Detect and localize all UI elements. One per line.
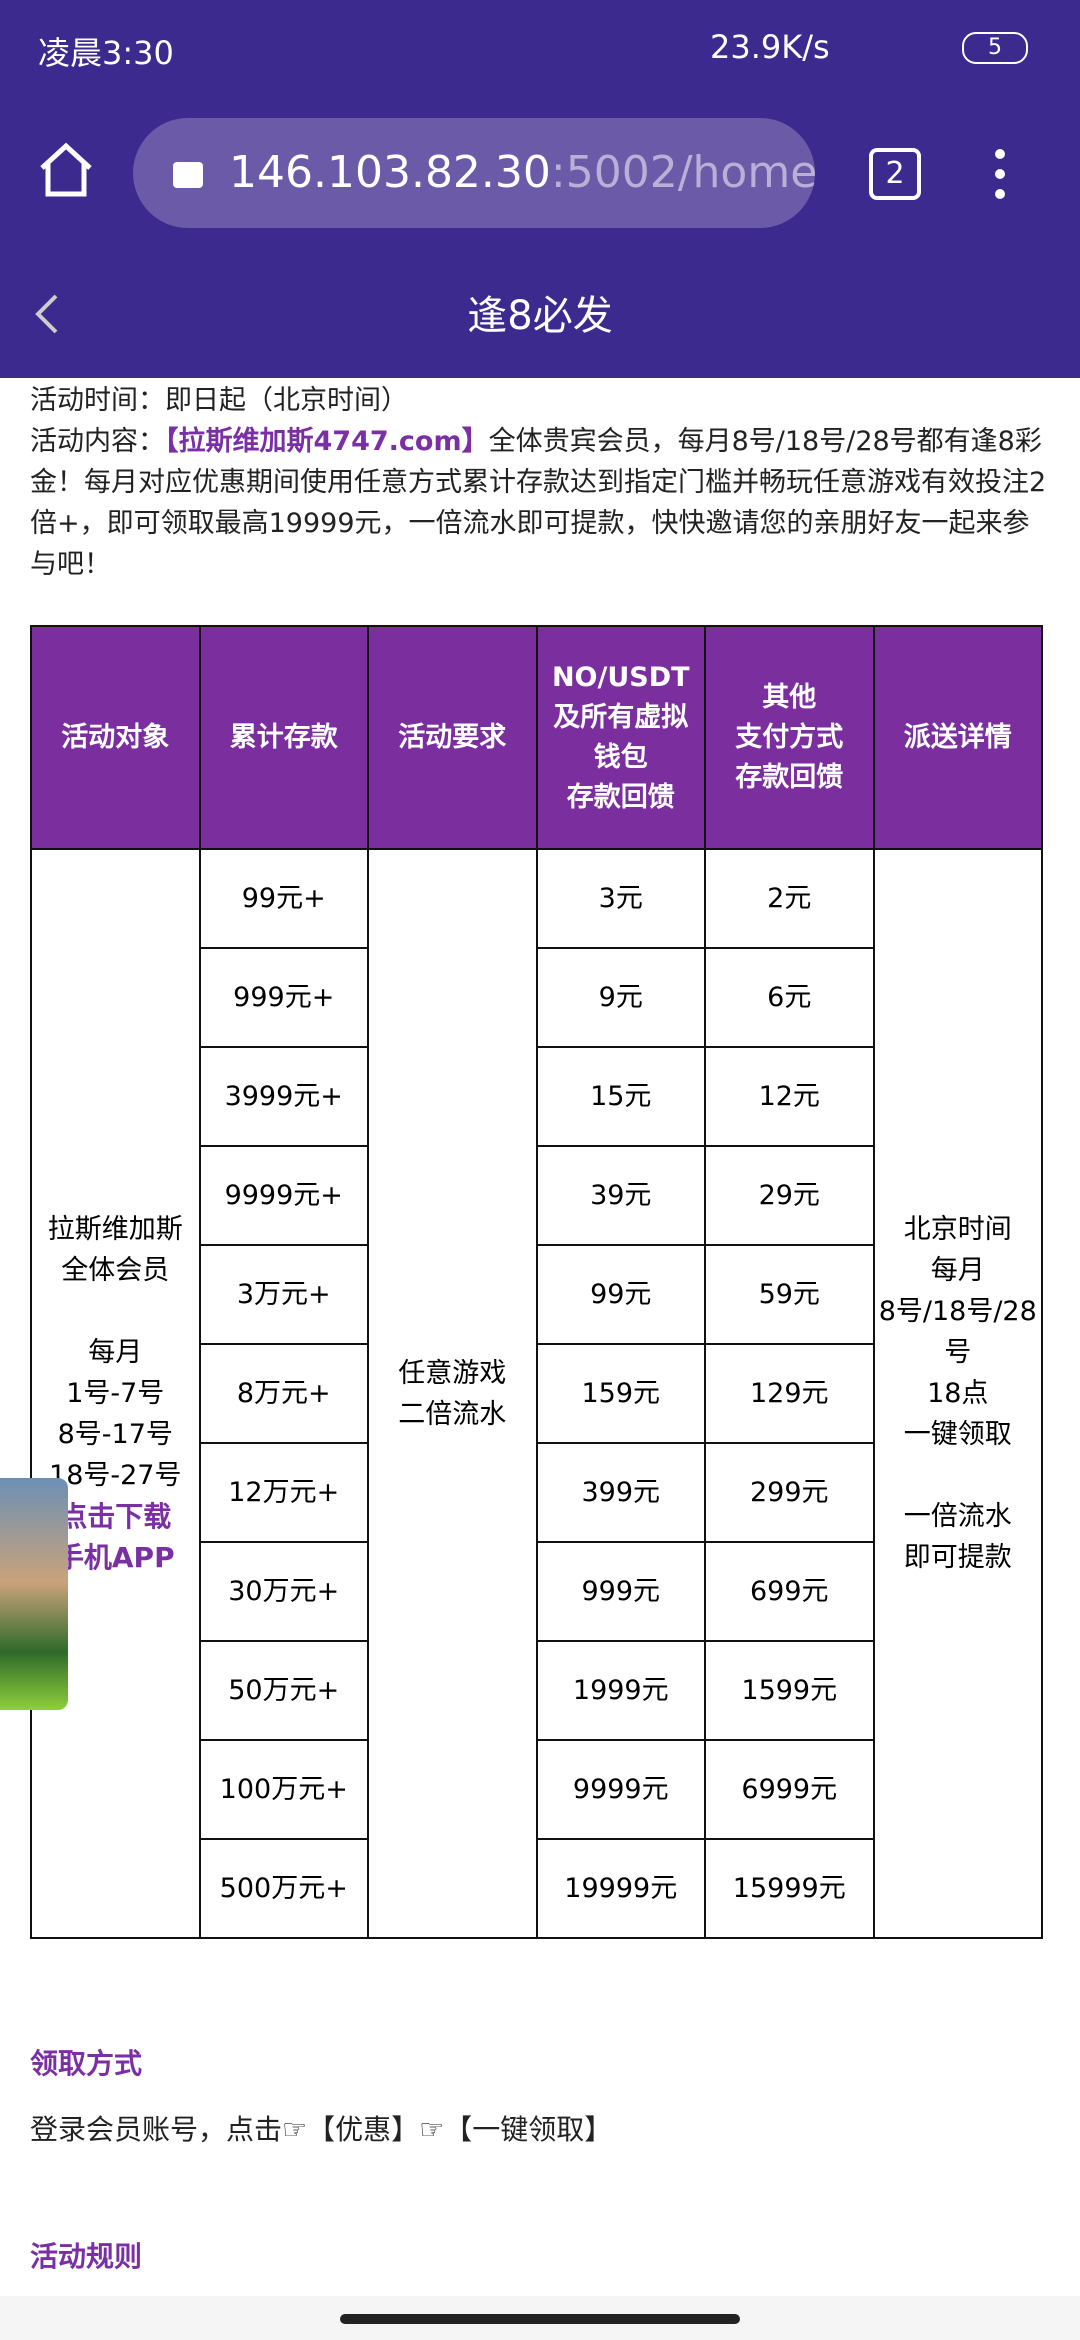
usdt-bonus-cell: 1999元 (535, 1640, 706, 1741)
column-header: NO/USDT 及所有虚拟 钱包 存款回馈 (535, 625, 706, 850)
deposit-cell: 3999元+ (198, 1046, 369, 1147)
deposit-cell: 99元+ (198, 848, 369, 949)
deposit-cell: 9999元+ (198, 1145, 369, 1246)
table-row: 9999元+ 39元 29元 (31, 1145, 1042, 1246)
table-row: 8万元+ 159元 129元 (31, 1343, 1042, 1444)
requirement-cell: 任意游戏 二倍流水 (367, 848, 538, 1939)
page-title: 逢8必发 (467, 293, 613, 339)
deposit-cell: 3万元+ (198, 1244, 369, 1345)
usdt-bonus-cell: 19999元 (535, 1838, 706, 1939)
table-row: 3999元+ 15元 12元 (31, 1046, 1042, 1147)
other-bonus-cell: 699元 (704, 1541, 875, 1642)
deposit-cell: 999元+ (198, 947, 369, 1048)
deposit-cell: 12万元+ (198, 1442, 369, 1543)
other-bonus-cell: 1599元 (704, 1640, 875, 1741)
usdt-bonus-cell: 159元 (535, 1343, 706, 1444)
other-bonus-cell: 2元 (704, 848, 875, 949)
url-host: 146.103.82.30 (229, 147, 551, 198)
other-bonus-cell: 129元 (704, 1343, 875, 1444)
other-bonus-cell: 15999元 (704, 1838, 875, 1939)
home-button[interactable] (38, 142, 94, 198)
nav-bar (0, 2296, 1080, 2340)
content: 活动内容：【拉斯维加斯4747.com】全体贵宾会员，每月8号/18号/28号都… (30, 421, 1050, 585)
usdt-bonus-cell: 15元 (535, 1046, 706, 1147)
usdt-bonus-cell: 999元 (535, 1541, 706, 1642)
other-bonus-cell: 6999元 (704, 1739, 875, 1840)
column-header: 累计存款 (198, 625, 369, 850)
target-cell: 拉斯维加斯 全体会员 每月 1号-7号 8号-17号 18号-27号点击下载 手… (30, 848, 201, 1939)
other-bonus-cell: 299元 (704, 1442, 875, 1543)
table-row: 拉斯维加斯 全体会员 每月 1号-7号 8号-17号 18号-27号点击下载 手… (30, 848, 1043, 1939)
table-row: 50万元+ 1999元 1599元 (31, 1640, 1042, 1741)
rules-title: 活动规则 (30, 2240, 143, 2273)
menu-button[interactable] (990, 148, 1010, 200)
url-rest: :5002/home/e (550, 147, 815, 198)
usdt-bonus-cell: 39元 (535, 1145, 706, 1246)
other-bonus-cell: 29元 (704, 1145, 875, 1246)
claim-title: 领取方式 (30, 2047, 143, 2080)
content-text: 全体贵宾会员，每月8号/18号/28号都有逢8彩金！每月对应优惠期间使用任意方式… (30, 426, 1047, 580)
battery: 5 (962, 32, 1028, 64)
url-bar[interactable]: 146.103.82.30:5002/home/e (133, 118, 815, 228)
intro: 活动时间：即日起（北京时间） 活动内容：【拉斯维加斯4747.com】全体贵宾会… (30, 380, 1050, 585)
column-header: 活动对象 (30, 625, 201, 850)
top-bar: 凌晨3:30 23.9K/s 5 146.103.82.30:5002/home… (0, 0, 1080, 378)
other-bonus-cell: 12元 (704, 1046, 875, 1147)
floating-ad[interactable] (0, 1478, 68, 1710)
deposit-cell: 30万元+ (198, 1541, 369, 1642)
table-row: 30万元+ 999元 699元 (31, 1541, 1042, 1642)
other-bonus-cell: 59元 (704, 1244, 875, 1345)
table-row: 500万元+ 19999元 15999元 (31, 1838, 1042, 1939)
usdt-bonus-cell: 3元 (535, 848, 706, 949)
column-header: 其他 支付方式 存款回馈 (704, 625, 875, 850)
time-line: 活动时间：即日起（北京时间） (30, 385, 408, 416)
download-link[interactable]: 点击下载 手机APP (55, 1500, 175, 1574)
details-cell: 北京时间 每月 8号/18号/28号 18点 一键领取 一倍流水 即可提款 (872, 848, 1043, 1939)
deposit-cell: 8万元+ (198, 1343, 369, 1444)
column-header: 派送详情 (872, 625, 1043, 850)
target-text: 拉斯维加斯 全体会员 每月 1号-7号 8号-17号 18号-27号 (47, 1214, 183, 1491)
deposit-cell: 500万元+ (198, 1838, 369, 1939)
usdt-bonus-cell: 9元 (535, 947, 706, 1048)
reward-table: 活动对象 累计存款 活动要求 NO/USDT 及所有虚拟 钱包 存款回馈 其他 支付方式… (30, 625, 1043, 1939)
table-row: 3万元+ 99元 59元 (31, 1244, 1042, 1345)
table-row: 12万元+ 399元 299元 (31, 1442, 1042, 1543)
site-name: 【拉斯维加斯4747.com】 (165, 426, 489, 457)
usdt-bonus-cell: 99元 (535, 1244, 706, 1345)
table-row: 999元+ 9元 6元 (31, 947, 1042, 1048)
tabs-button[interactable]: 2 (869, 148, 921, 200)
deposit-cell: 50万元+ (198, 1640, 369, 1741)
table-row: 100万元+ 9999元 6999元 (31, 1739, 1042, 1840)
net-speed: 23.9K/s (710, 28, 830, 66)
column-header: 活动要求 (367, 625, 538, 850)
usdt-bonus-cell: 9999元 (535, 1739, 706, 1840)
deposit-cell: 100万元+ (198, 1739, 369, 1840)
other-bonus-cell: 6元 (704, 947, 875, 1048)
back-button[interactable] (32, 292, 62, 336)
usdt-bonus-cell: 399元 (535, 1442, 706, 1543)
content-label: 活动内容： (30, 426, 165, 457)
claim-text: 登录会员账号，点击☞【优惠】☞【一键领取】 (30, 2113, 613, 2146)
time: 凌晨3:30 (38, 34, 174, 72)
